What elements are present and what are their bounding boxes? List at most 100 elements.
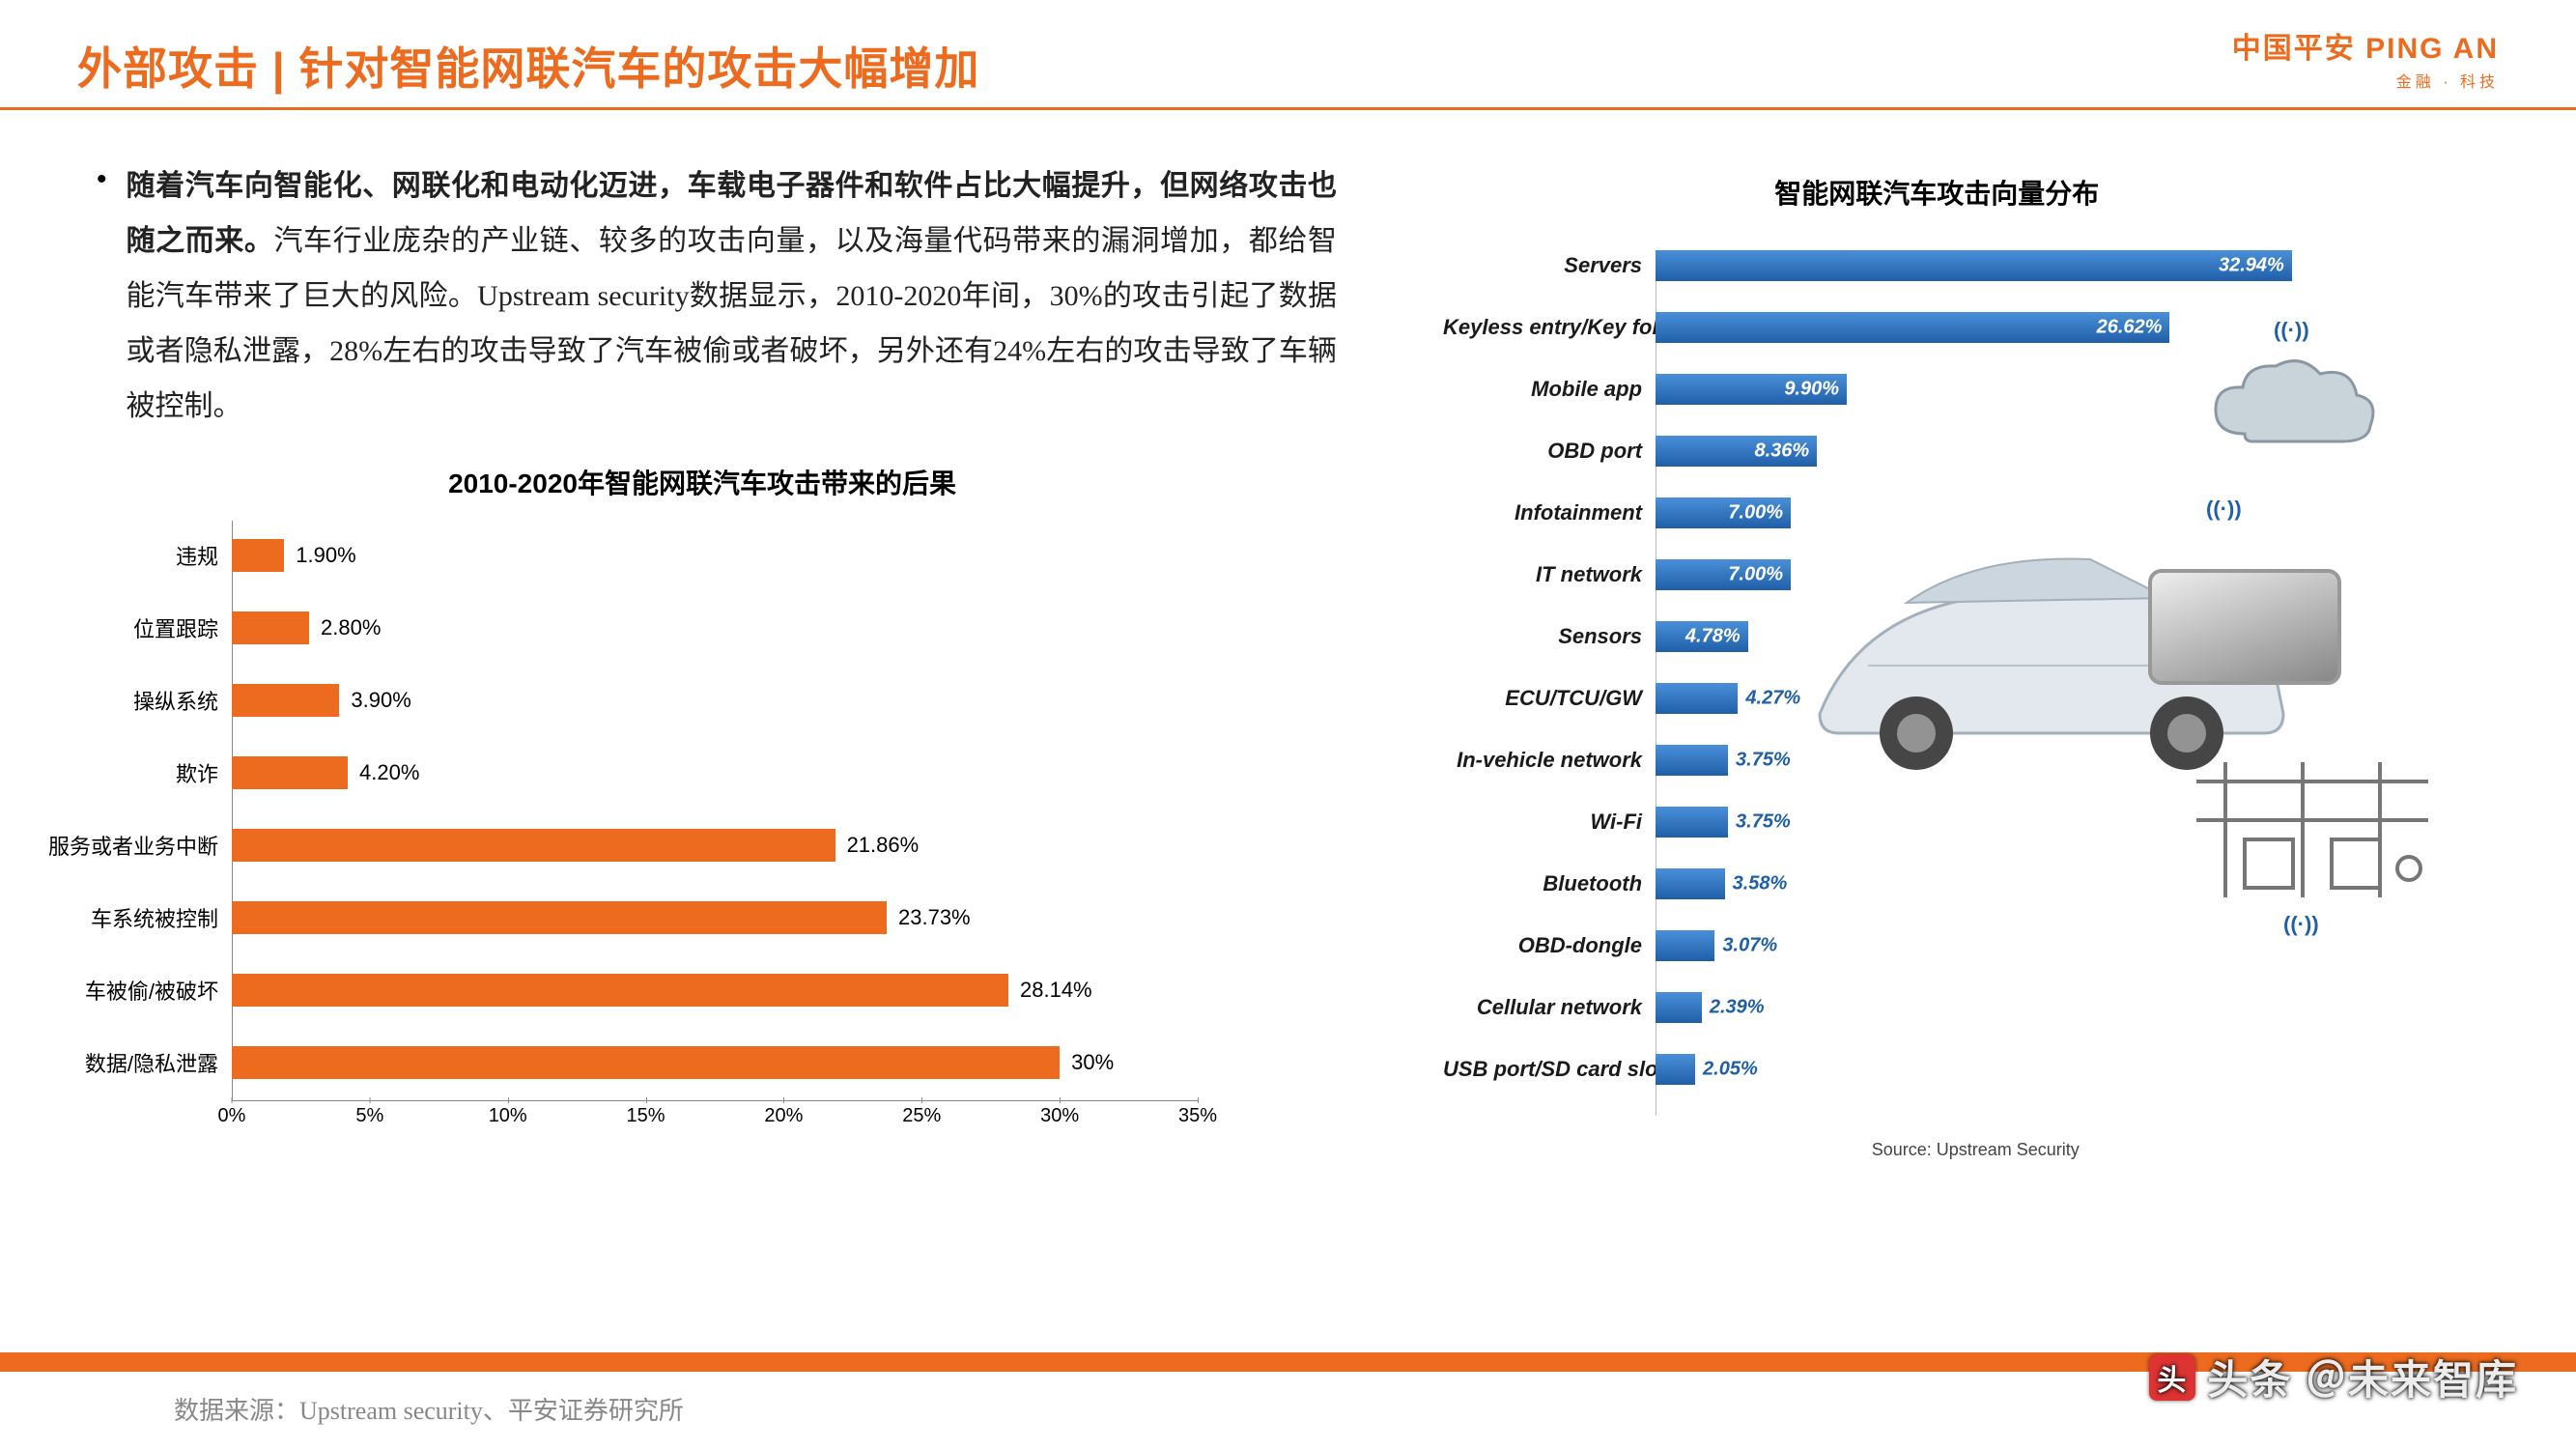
vector-row: OBD port8.36%: [1656, 436, 1817, 467]
bar-label: 车系统被控制: [0, 902, 232, 933]
vector-value: 9.90%: [1784, 379, 1839, 401]
vector-label: OBD port: [1443, 439, 1656, 464]
bar-rect: [232, 756, 348, 789]
vector-bar: 8.36%: [1656, 436, 1817, 467]
x-tick: 25%: [902, 1105, 941, 1127]
vector-row: Wi-Fi3.75%: [1656, 807, 1728, 838]
bullet-paragraph: • 随着汽车向智能化、网联化和电动化迈进，车载电子器件和软件占比大幅提升，但网络…: [97, 158, 1337, 434]
left-chart: 0%5%10%15%20%25%30%35% 违规1.90%位置跟踪2.80%操…: [232, 521, 1198, 1158]
vector-row: Cellular network2.39%: [1656, 992, 1702, 1023]
vector-label: Mobile app: [1443, 377, 1656, 402]
vector-row: Servers32.94%: [1656, 250, 2292, 281]
vector-value: 4.78%: [1685, 626, 1741, 648]
x-tick: 35%: [1178, 1105, 1217, 1127]
bar-value: 28.14%: [1008, 978, 1092, 1003]
bar-label: 违规: [0, 540, 232, 571]
bar-label: 操纵系统: [0, 685, 232, 716]
left-chart-yaxis: [232, 521, 233, 1100]
vector-value: 7.00%: [1728, 502, 1783, 525]
bar-value: 23.73%: [887, 905, 971, 930]
vector-label: Cellular network: [1443, 995, 1656, 1020]
bar-row: 违规1.90%: [232, 539, 356, 572]
vector-row: Sensors4.78%: [1656, 621, 1748, 652]
bar-row: 欺诈4.20%: [232, 756, 419, 789]
bar-row: 数据/隐私泄露30%: [232, 1046, 1114, 1079]
vector-label: Sensors: [1443, 624, 1656, 649]
vector-row: ECU/TCU/GW4.27%: [1656, 683, 1738, 714]
smartphone-icon: [2148, 569, 2341, 685]
bar-value: 1.90%: [284, 543, 355, 568]
vector-bar: 2.39%: [1656, 992, 1702, 1023]
bar-row: 车系统被控制23.73%: [232, 901, 971, 934]
vector-value: 4.27%: [1738, 688, 1800, 710]
vector-label: Infotainment: [1443, 500, 1656, 526]
vector-value: 26.62%: [2097, 317, 2163, 339]
vector-value: 3.75%: [1728, 811, 1791, 834]
vector-label: Keyless entry/Key fob: [1443, 315, 1656, 340]
bar-value: 2.80%: [309, 615, 381, 640]
machinery-icon: [2187, 753, 2438, 907]
vector-bar: 7.00%: [1656, 559, 1791, 590]
bar-rect: [232, 901, 887, 934]
vector-value: 32.94%: [2219, 255, 2284, 277]
vector-value: 2.05%: [1695, 1059, 1758, 1081]
left-chart-title: 2010-2020年智能网联汽车攻击带来的后果: [68, 463, 1337, 501]
bar-value: 21.86%: [835, 833, 920, 858]
wifi-icon: ((·)): [2206, 497, 2242, 522]
bar-value: 3.90%: [339, 688, 410, 713]
vector-bar: 3.75%: [1656, 807, 1728, 838]
bar-label: 车被偷/被破坏: [0, 975, 232, 1006]
logo-text-main: 中国平安 PING AN: [2232, 24, 2499, 67]
x-tick: 10%: [489, 1105, 527, 1127]
vector-row: In-vehicle network3.75%: [1656, 745, 1728, 776]
bar-value: 4.20%: [348, 760, 419, 785]
vector-value: 3.75%: [1728, 750, 1791, 772]
cloud-icon: [2206, 356, 2380, 463]
x-tick: 30%: [1040, 1105, 1079, 1127]
vector-label: USB port/SD card slot: [1443, 1057, 1656, 1082]
vector-row: Bluetooth3.58%: [1656, 868, 1725, 899]
watermark-text: 头条 ＠未来智库: [2207, 1348, 2518, 1406]
x-tick: 15%: [627, 1105, 665, 1127]
bar-row: 车被偷/被破坏28.14%: [232, 974, 1092, 1007]
bar-rect: [232, 539, 284, 572]
right-chart-title: 智能网联汽车攻击向量分布: [1375, 173, 2498, 212]
bar-value: 30%: [1060, 1050, 1114, 1075]
bar-row: 服务或者业务中断21.86%: [232, 829, 919, 862]
bar-rect: [232, 611, 309, 644]
header: 外部攻击 | 针对智能网联汽车的攻击大幅增加 中国平安 PING AN 金融 ·…: [0, 0, 2576, 110]
bar-row: 操纵系统3.90%: [232, 684, 411, 717]
vector-value: 7.00%: [1728, 564, 1783, 586]
bar-rect: [232, 974, 1008, 1007]
content: • 随着汽车向智能化、网联化和电动化迈进，车载电子器件和软件占比大幅提升，但网络…: [0, 110, 2576, 1327]
vector-bar: 4.78%: [1656, 621, 1748, 652]
paragraph-rest: 汽车行业庞杂的产业链、较多的攻击向量，以及海量代码带来的漏洞增加，都给智能汽车带…: [127, 225, 1338, 422]
vector-row: OBD-dongle3.07%: [1656, 930, 1714, 961]
vector-bar: 4.27%: [1656, 683, 1738, 714]
vector-value: 3.07%: [1714, 935, 1777, 957]
vector-bar: 9.90%: [1656, 374, 1847, 405]
bar-label: 服务或者业务中断: [0, 830, 232, 861]
bar-label: 位置跟踪: [0, 612, 232, 643]
vector-bar: 26.62%: [1656, 312, 2169, 343]
vector-bar: 3.75%: [1656, 745, 1728, 776]
wifi-icon: ((·)): [2274, 318, 2309, 343]
vector-label: In-vehicle network: [1443, 748, 1656, 773]
watermark-icon: 头: [2149, 1354, 2195, 1401]
vector-bar: 3.07%: [1656, 930, 1714, 961]
vector-value: 8.36%: [1755, 440, 1810, 463]
vector-label: Bluetooth: [1443, 871, 1656, 896]
vector-row: USB port/SD card slot2.05%: [1656, 1054, 1695, 1085]
vector-bar: 7.00%: [1656, 497, 1791, 528]
x-tick: 0%: [218, 1105, 246, 1127]
vector-row: Infotainment7.00%: [1656, 497, 1791, 528]
vector-row: Keyless entry/Key fob26.62%: [1656, 312, 2169, 343]
brand-logo: 中国平安 PING AN 金融 · 科技: [2232, 24, 2499, 92]
vector-label: ECU/TCU/GW: [1443, 686, 1656, 711]
left-column: • 随着汽车向智能化、网联化和电动化迈进，车载电子器件和软件占比大幅提升，但网络…: [68, 139, 1337, 1327]
bar-rect: [232, 1046, 1060, 1079]
right-column: 智能网联汽车攻击向量分布: [1375, 139, 2498, 1327]
left-chart-xaxis: 0%5%10%15%20%25%30%35%: [232, 1100, 1198, 1101]
paragraph-text: 随着汽车向智能化、网联化和电动化迈进，车载电子器件和软件占比大幅提升，但网络攻击…: [127, 158, 1338, 434]
vector-label: IT network: [1443, 562, 1656, 587]
